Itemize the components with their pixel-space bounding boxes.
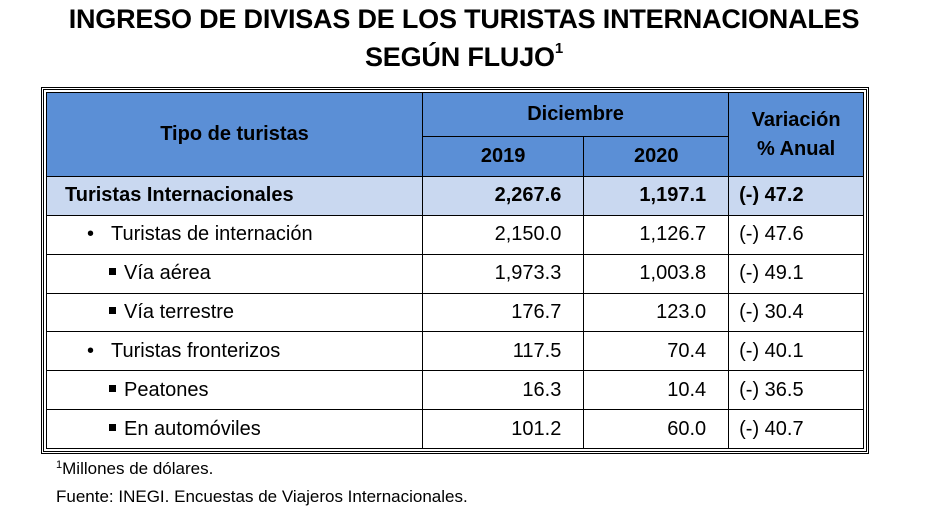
value-variation: (-) 47.2 <box>728 176 864 216</box>
header-year-2019: 2019 <box>421 136 585 177</box>
row-label: Vía terrestre <box>124 300 235 323</box>
table-row: Vía aérea 1,973.3 1,003.8 (-) 49.1 <box>46 253 864 294</box>
value-2019: 101.2 <box>421 409 585 449</box>
row-label-cell: • Turistas de internación <box>46 214 423 255</box>
row-label: Vía aérea <box>124 262 211 285</box>
table-row: Turistas Internacionales 2,267.6 1,197.1 (-… <box>46 176 864 216</box>
value-variation: (-) 30.4 <box>728 292 864 333</box>
value-2020: 123.0 <box>583 292 730 333</box>
table-row: En automóviles 101.2 60.0 (-) 40.7 <box>46 409 864 449</box>
table-row: Peatones 16.3 10.4 (-) 36.5 <box>46 370 864 411</box>
source-note: Fuente: INEGI. Encuestas de Viajeros Int… <box>56 487 468 506</box>
square-bullet-icon <box>109 423 116 431</box>
header-variacion-line1: Variación <box>751 108 841 131</box>
value-2019: 2,150.0 <box>421 214 585 255</box>
table-row: Vía terrestre 176.7 123.0 (-) 30.4 <box>46 292 864 333</box>
table-row: • Turistas de internación 2,150.0 1,126.7 (-… <box>46 214 864 255</box>
row-label: Turistas de internación <box>111 223 313 246</box>
row-label: Turistas fronterizos <box>111 339 281 362</box>
value-2020: 1,126.7 <box>583 214 730 255</box>
value-2020: 1,197.1 <box>583 176 730 216</box>
chart-title-line2-text: SEGÚN FLUJO <box>365 42 555 72</box>
row-label-cell: • Turistas fronterizos <box>46 331 423 372</box>
value-2019: 2,267.6 <box>421 176 585 216</box>
header-variacion-line2: % Anual <box>756 137 836 160</box>
row-label-cell: Vía aérea <box>46 253 423 294</box>
table-row: • Turistas fronterizos 117.5 70.4 (-) 40.1 <box>46 331 864 372</box>
value-2019: 1,973.3 <box>421 253 585 294</box>
row-label-cell: Vía terrestre <box>46 292 423 333</box>
square-bullet-icon <box>109 268 116 276</box>
row-label-cell: Turistas Internacionales <box>46 176 423 216</box>
row-label: Peatones <box>124 378 209 401</box>
data-table: Tipo de turistas Diciembre Variación % A… <box>46 92 864 449</box>
footnote: 1Millones de dólares. <box>56 459 213 479</box>
value-2020: 10.4 <box>583 370 730 411</box>
title-footnote-mark: 1 <box>554 40 563 57</box>
row-label-cell: Peatones <box>46 370 423 411</box>
footnote-text: Millones de dólares. <box>62 459 214 478</box>
value-variation: (-) 49.1 <box>728 253 864 294</box>
value-variation: (-) 47.6 <box>728 214 864 255</box>
bullet-icon: • <box>87 223 95 246</box>
value-2019: 176.7 <box>421 292 585 333</box>
square-bullet-icon <box>109 307 116 315</box>
bullet-icon: • <box>87 339 95 362</box>
data-table-frame: Tipo de turistas Diciembre Variación % A… <box>41 87 869 454</box>
value-variation: (-) 40.1 <box>728 331 864 372</box>
header-year-2020: 2020 <box>583 136 730 177</box>
value-2020: 1,003.8 <box>583 253 730 294</box>
header-tipo-de-turistas: Tipo de turistas <box>46 92 423 177</box>
header-diciembre: Diciembre <box>421 92 730 137</box>
table-body: Turistas Internacionales 2,267.6 1,197.1 (-… <box>46 176 864 449</box>
footnote-mark: 1 <box>56 459 63 471</box>
value-variation: (-) 40.7 <box>728 409 864 449</box>
row-label: En automóviles <box>124 417 261 440</box>
square-bullet-icon <box>109 384 116 392</box>
header-variacion: Variación % Anual <box>728 92 864 177</box>
value-variation: (-) 36.5 <box>728 370 864 411</box>
chart-title-line1: INGRESO DE DIVISAS DE LOS TURISTAS INTER… <box>68 4 860 34</box>
value-2020: 60.0 <box>583 409 730 449</box>
row-label: Turistas Internacionales <box>65 184 294 207</box>
value-2019: 16.3 <box>421 370 585 411</box>
value-2020: 70.4 <box>583 331 730 372</box>
value-2019: 117.5 <box>421 331 585 372</box>
chart-title-line2: SEGÚN FLUJO1 <box>0 40 928 73</box>
row-label-cell: En automóviles <box>46 409 423 449</box>
